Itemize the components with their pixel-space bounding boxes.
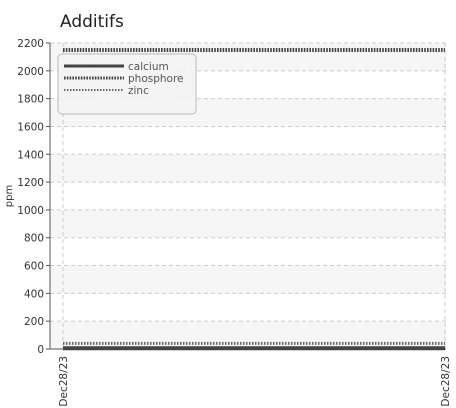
y-tick-label: 1000 [17,205,44,217]
y-tick-label: 2000 [17,66,44,78]
grid-band [50,154,446,183]
y-axis-label: ppm [4,185,15,207]
legend-label-calcium[interactable]: calcium [128,61,169,73]
y-tick-label: 1800 [17,94,44,106]
legend-label-zinc[interactable]: zinc [128,85,149,97]
series-lines [63,47,445,351]
legend-box [57,53,197,115]
y-tick-label: 1600 [17,121,44,133]
grid-band [50,209,446,238]
x-tick-label: Dec28/23 [58,356,70,407]
y-tick-label: 400 [24,288,44,300]
legend-label-phosphore[interactable]: phosphore [128,73,184,85]
y-tick-label: 2200 [17,38,44,50]
x-tick-labels: Dec28/23 Dec28/23 [58,356,452,407]
y-tick-label: 200 [24,316,44,328]
x-tick-label: Dec28/23 [440,356,452,407]
chart-title: Additifs [60,12,124,32]
y-tick-labels: 0 200 400 600 800 1000 1200 1400 1600 1800 2000 220… [17,38,44,356]
grid-band [50,321,446,349]
y-tick-label: 0 [37,344,44,356]
grid-band [50,265,446,294]
y-tick-label: 600 [24,261,44,273]
y-tick-label: 1400 [17,149,44,161]
y-tick-label: 1200 [17,177,44,189]
y-tick-label: 800 [24,233,44,245]
